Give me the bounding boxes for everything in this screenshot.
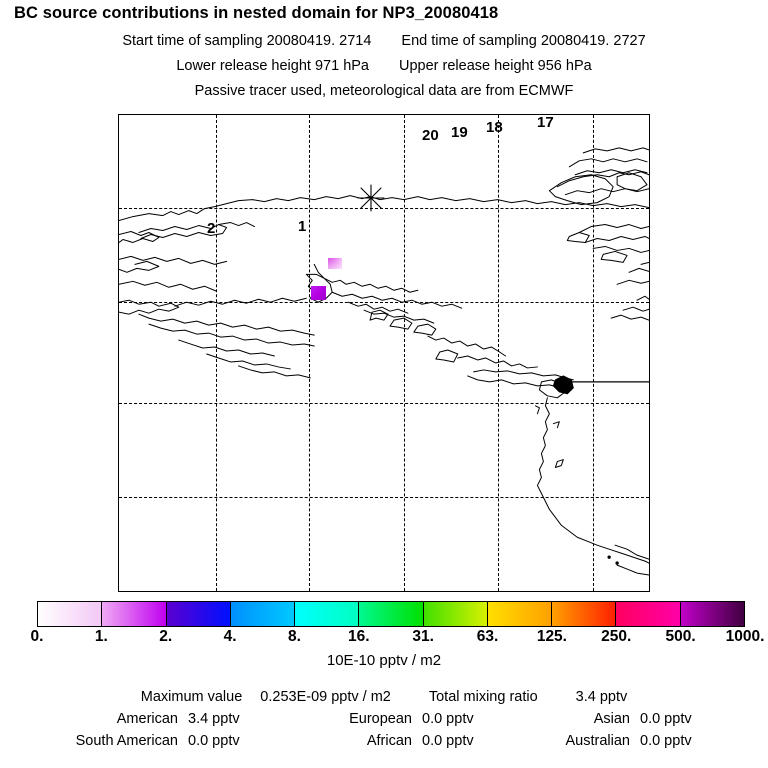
upper-release-value: 956 hPa (537, 58, 592, 74)
maximum-value-label: Maximum value (140, 689, 243, 705)
colorbar-segment-8 (552, 602, 617, 626)
spacer (284, 708, 312, 730)
colorbar-tick-3: 4. (223, 628, 237, 645)
colorbar (37, 601, 745, 627)
total-mixing-ratio-value: 3.4 pptv (575, 689, 628, 705)
region-value-asian: 0.0 pptv (640, 711, 692, 727)
colorbar-tick-11: 1000. (725, 628, 765, 645)
lower-release-value: 971 hPa (314, 58, 369, 74)
grid-label-2: 2 (207, 220, 216, 237)
max-and-total-row: Maximum value 0.253E-09 pptv / m2 Total mi… (0, 686, 768, 708)
colorbar-segment-6 (423, 602, 488, 626)
colorbar-tick-6: 31. (412, 628, 434, 645)
region-value-african: 0.0 pptv (422, 733, 474, 749)
region-row-2: South American 0.0 pptv African 0.0 pptv… (0, 730, 768, 752)
region-label-south-american: South American (75, 733, 178, 749)
colorbar-tick-10: 500. (665, 628, 696, 645)
grid-label-18: 18 (486, 119, 503, 136)
region-value-south-american: 0.0 pptv (188, 733, 240, 749)
colorbar-segment-2 (166, 602, 231, 626)
grid-label-17: 17 (537, 114, 554, 131)
colorbar-tick-2: 2. (159, 628, 173, 645)
tracer-note: Passive tracer used, meteorological data… (194, 83, 574, 99)
region-label-american: American (116, 711, 178, 727)
region-label-australian: Australian (565, 733, 630, 749)
grid-label-19: 19 (451, 124, 468, 141)
colorbar-tick-4: 8. (287, 628, 301, 645)
map-panel: 2 1 20 19 18 17 (118, 114, 650, 592)
spacer (284, 730, 312, 752)
grid-label-1: 1 (298, 218, 307, 235)
colorbar-tick-8: 125. (536, 628, 567, 645)
colorbar-tick-5: 16. (348, 628, 370, 645)
region-row-1: American 3.4 pptv European 0.0 pptv Asia… (0, 708, 768, 730)
total-mixing-ratio-label: Total mixing ratio (428, 689, 538, 705)
colorbar-segment-0 (38, 602, 103, 626)
start-time-label: Start time of sampling (122, 33, 263, 49)
colorbar-tick-9: 250. (601, 628, 632, 645)
region-label-african: African (366, 733, 412, 749)
region-value-american: 3.4 pptv (188, 711, 240, 727)
maximum-value-value: 0.253E-09 pptv / m2 (260, 689, 391, 705)
region-label-european: European (349, 711, 412, 727)
colorbar-segment-3 (230, 602, 296, 626)
release-height-line: Lower release height 971 hPa Upper releas… (0, 58, 768, 74)
end-time-label: End time of sampling (401, 33, 537, 49)
plume-patch-strong (311, 286, 326, 300)
region-value-european: 0.0 pptv (422, 711, 474, 727)
region-value-australian: 0.0 pptv (640, 733, 692, 749)
grid-label-20: 20 (422, 127, 439, 144)
figure-title: BC source contributions in nested domain… (14, 4, 499, 22)
spacer (514, 730, 536, 752)
start-time-value: 20080419. 2714 (266, 33, 372, 49)
colorbar-segment-10 (680, 602, 744, 626)
region-label-asian: Asian (593, 711, 630, 727)
colorbar-tick-7: 63. (476, 628, 499, 645)
spacer (514, 708, 536, 730)
colorbar-segment-7 (487, 602, 553, 626)
colorbar-segment-5 (359, 602, 424, 626)
colorbar-caption: 10E-10 pptv / m2 (326, 652, 442, 669)
statistics-block: Maximum value 0.253E-09 pptv / m2 Total mi… (0, 686, 768, 752)
sampling-time-line: Start time of sampling 20080419. 2714 End… (0, 33, 768, 49)
colorbar-tick-1: 1. (94, 628, 108, 645)
colorbar-segment-4 (295, 602, 360, 626)
upper-release-label: Upper release height (399, 58, 534, 74)
colorbar-tick-0: 0. (30, 628, 44, 645)
colorbar-segment-1 (102, 602, 167, 626)
lower-release-label: Lower release height (176, 58, 311, 74)
plume-patch-light (328, 258, 342, 269)
colorbar-segment-9 (616, 602, 681, 626)
colorbar-tick-labels: 0. 1. 2. 4. 8. 16. 31. 63. 125. 250. 500. 1000. (0, 628, 768, 648)
end-time-value: 20080419. 2727 (540, 33, 646, 49)
coastline-overlay (119, 147, 649, 576)
